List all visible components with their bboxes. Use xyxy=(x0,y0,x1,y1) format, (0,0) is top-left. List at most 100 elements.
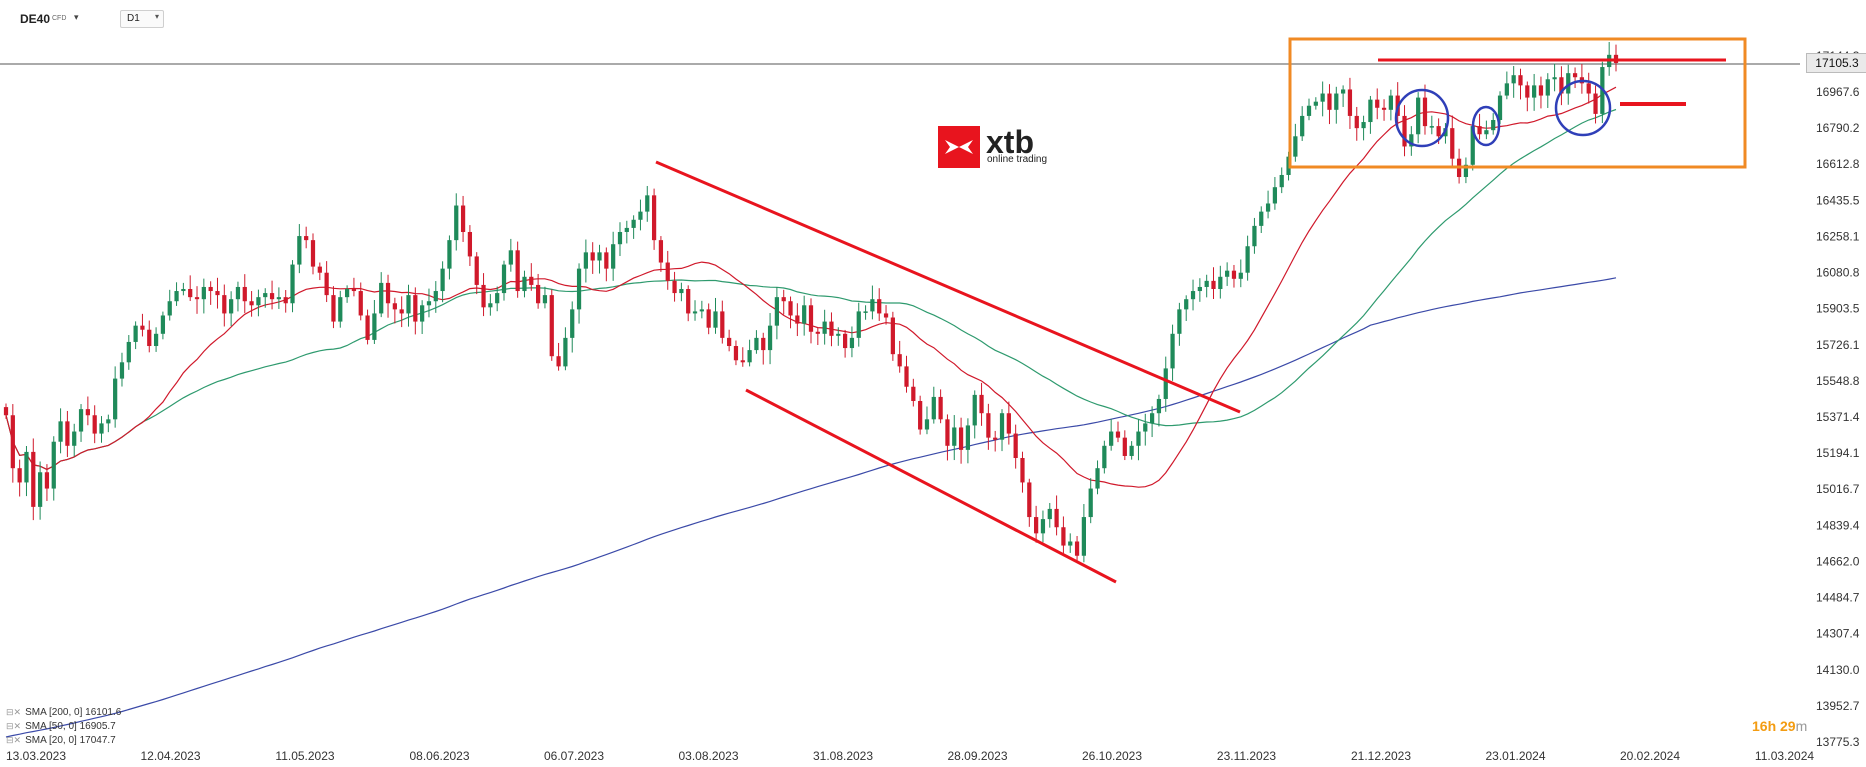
candle-body xyxy=(1484,130,1489,135)
indicator-settings-icon[interactable]: ⊟✕ xyxy=(6,707,22,717)
candle-body xyxy=(1081,517,1086,556)
candle-body xyxy=(481,284,486,308)
candle-body xyxy=(679,289,684,294)
candle-body xyxy=(1177,309,1182,334)
candle-body xyxy=(556,356,561,367)
candle-body xyxy=(686,289,691,314)
candle-body xyxy=(740,360,745,363)
candle-body xyxy=(1525,85,1530,98)
candle-body xyxy=(720,311,725,338)
candle-body xyxy=(1218,276,1223,290)
candle-body xyxy=(672,280,677,294)
candle-body xyxy=(1511,75,1516,84)
candle-body xyxy=(767,325,773,351)
candle-body xyxy=(1470,126,1475,165)
y-tick-label: 16612.8 xyxy=(1816,157,1860,171)
candle-body xyxy=(140,325,145,330)
candle-body xyxy=(563,337,568,367)
candle-body xyxy=(1354,115,1359,129)
candle-body xyxy=(1293,136,1298,157)
highlight-circle[interactable] xyxy=(1554,79,1612,137)
candle-body xyxy=(706,309,711,328)
legend-sma20-label: SMA [20, 0] 17047.7 xyxy=(25,735,116,746)
candle-body xyxy=(126,341,131,363)
timeframe-value: D1 xyxy=(127,13,140,24)
candle-body xyxy=(918,400,923,430)
timeframe-select[interactable]: D1 ▾ xyxy=(120,10,164,28)
candle-body xyxy=(1409,134,1414,147)
candle-body xyxy=(842,333,848,349)
candle-body xyxy=(283,297,288,304)
candle-body xyxy=(447,240,452,269)
candle-body xyxy=(1368,99,1373,123)
y-tick-label: 15903.5 xyxy=(1816,302,1860,316)
candle-body xyxy=(1538,85,1544,96)
y-tick-label: 13952.7 xyxy=(1816,699,1860,713)
candle-body xyxy=(1204,280,1209,287)
candle-body xyxy=(501,264,507,294)
symbol-dropdown-icon[interactable]: ▾ xyxy=(74,12,79,22)
candle-body xyxy=(822,321,827,334)
candle-body xyxy=(897,354,902,367)
candle-body xyxy=(529,276,534,285)
y-tick-label: 13775.3 xyxy=(1816,735,1860,749)
legend-sma50[interactable]: ⊟✕ SMA [50, 0] 16905.7 xyxy=(6,721,116,732)
candle-body xyxy=(1122,437,1127,456)
candle-body xyxy=(1279,174,1284,188)
candle-body xyxy=(508,250,513,265)
countdown-unit: m xyxy=(1795,718,1808,734)
candle-body xyxy=(1040,519,1046,534)
candle-body xyxy=(1184,299,1189,310)
candle-body xyxy=(188,289,193,298)
legend-sma20[interactable]: ⊟✕ SMA [20, 0] 17047.7 xyxy=(6,735,116,746)
candle-body xyxy=(1559,77,1564,94)
candle-body xyxy=(1006,413,1011,434)
candle-body xyxy=(829,321,834,336)
xtb-logo-icon xyxy=(938,126,980,168)
candle-body xyxy=(604,252,609,269)
candle-body xyxy=(1313,101,1318,106)
candle-body xyxy=(1088,488,1093,518)
candle-body xyxy=(256,297,261,306)
candle-body xyxy=(952,427,957,446)
candle-body xyxy=(979,394,984,414)
candle-body xyxy=(986,413,991,438)
x-tick-label: 06.07.2023 xyxy=(544,749,604,763)
candle-body xyxy=(235,286,241,300)
candle-body xyxy=(406,295,411,314)
candle-body xyxy=(1068,541,1073,546)
candle-body xyxy=(1136,431,1141,446)
legend-sma200[interactable]: ⊟✕ SMA [200, 0] 16101.6 xyxy=(6,707,121,718)
channel-lower-line[interactable] xyxy=(745,388,1117,584)
candle-body xyxy=(1504,83,1509,96)
consolidation-range-box[interactable] xyxy=(1288,37,1747,169)
candle-body xyxy=(617,231,623,245)
x-tick-label: 21.12.2023 xyxy=(1351,749,1411,763)
x-tick-label: 28.09.2023 xyxy=(947,749,1007,763)
candle-body xyxy=(51,441,56,489)
highlight-circle[interactable] xyxy=(1394,88,1450,148)
highlight-circle[interactable] xyxy=(1471,105,1501,147)
candle-body xyxy=(802,305,807,324)
candle-body xyxy=(542,295,548,304)
candle-body xyxy=(849,337,855,349)
indicator-settings-icon[interactable]: ⊟✕ xyxy=(6,735,22,745)
x-tick-label: 23.01.2024 xyxy=(1485,749,1545,763)
candle-body xyxy=(399,309,404,314)
indicator-settings-icon[interactable]: ⊟✕ xyxy=(6,721,22,731)
candle-body xyxy=(160,315,166,334)
candle-body xyxy=(72,431,77,446)
candle-body xyxy=(208,286,213,292)
candle-body xyxy=(624,227,629,232)
candle-body xyxy=(1095,468,1100,489)
candle-body xyxy=(119,362,125,379)
candle-body xyxy=(181,289,186,292)
channel-upper-line[interactable] xyxy=(655,160,1241,414)
symbol-name[interactable]: DE40 xyxy=(20,12,51,26)
candle-body xyxy=(713,311,718,328)
candle-body xyxy=(222,295,227,314)
candle-body xyxy=(426,301,432,306)
y-tick-label: 15371.4 xyxy=(1816,410,1860,424)
candle-body xyxy=(310,240,316,267)
